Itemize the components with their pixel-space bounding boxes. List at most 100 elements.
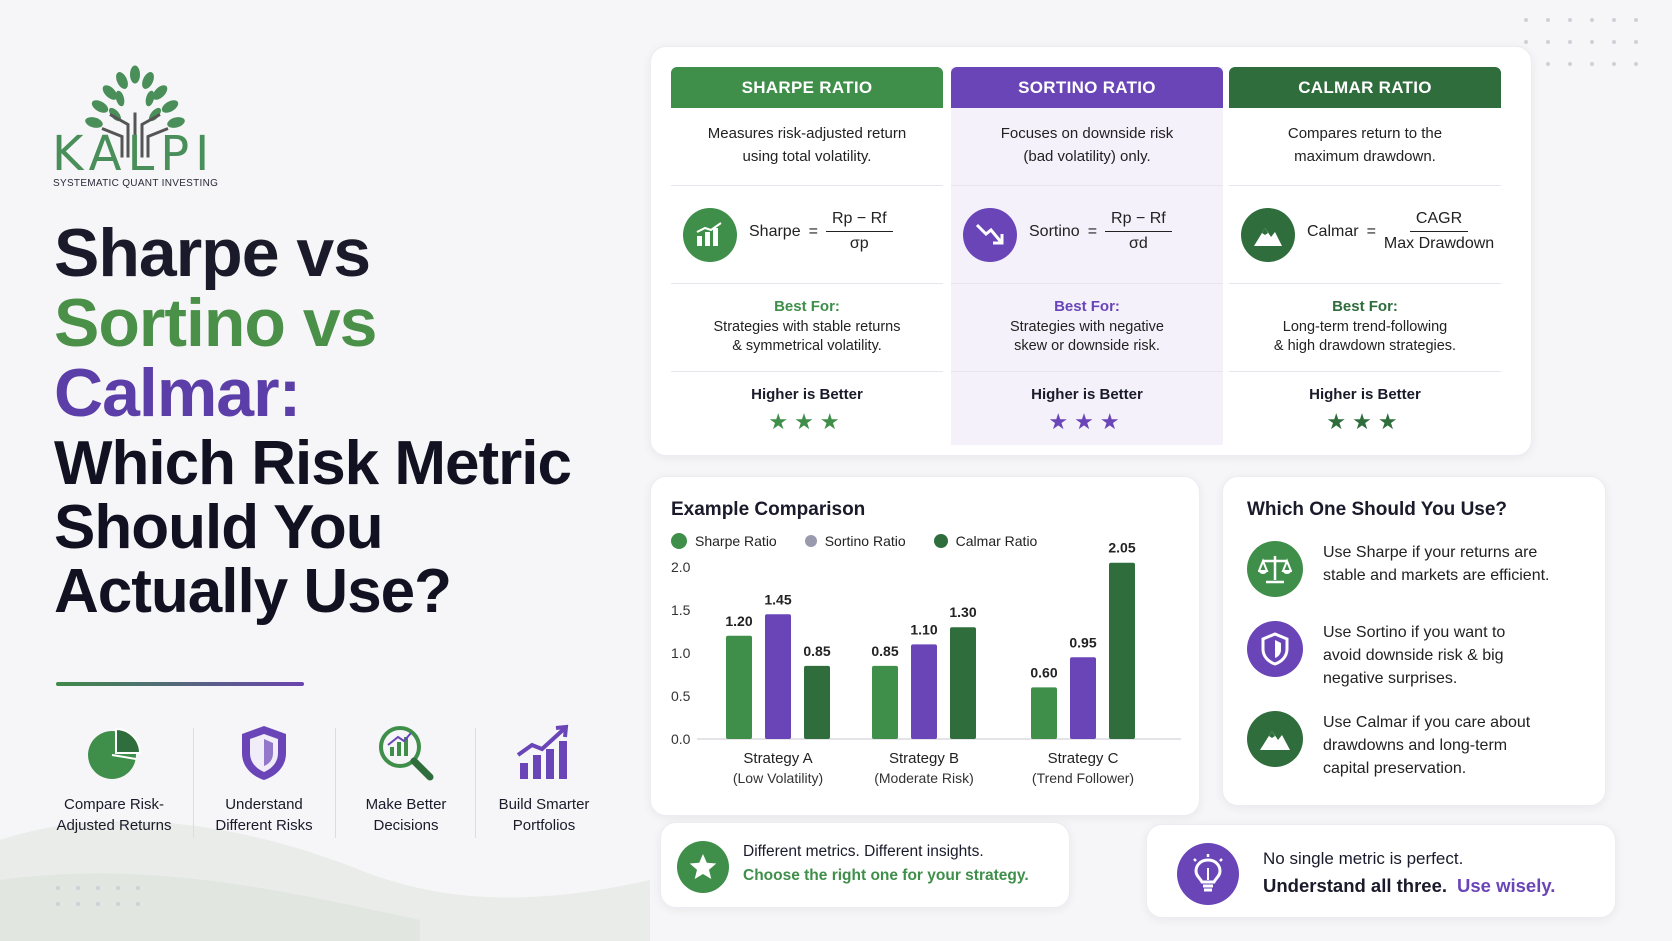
- bar: [950, 627, 976, 739]
- formula-row: Sortino = Rp − Rf σd: [951, 186, 1223, 284]
- formula-denominator: Max Drawdown: [1383, 235, 1495, 252]
- best-line: Strategies with stable returns: [713, 319, 901, 335]
- bar-value-label: 0.85: [803, 643, 830, 659]
- takeaway-line-2: Understand all three. Use wisely.: [1263, 875, 1555, 897]
- title-line-2: Sortino vs: [54, 285, 378, 361]
- shield-icon: [1247, 621, 1303, 677]
- formula-denominator: σp: [849, 235, 869, 252]
- best-line: Long-term trend-following: [1282, 319, 1448, 335]
- rec-line: negative surprises.: [1323, 670, 1458, 687]
- feature-build: Build Smarter Portfolios: [474, 722, 614, 836]
- calmar-column: CALMAR RATIO Compares return to the maxim…: [1229, 67, 1501, 445]
- best-for-label: Best For:: [774, 298, 840, 315]
- lightbulb-icon: [1177, 843, 1239, 905]
- recommendation-text: Use Sortino if you want to avoid downside…: [1323, 621, 1583, 690]
- takeaway-strong: Understand all three.: [1263, 875, 1448, 896]
- higher-better-label: Higher is Better: [1309, 386, 1421, 403]
- formula-eq: =: [1366, 222, 1376, 240]
- formula: Sortino = Rp − Rf σd: [1029, 210, 1172, 253]
- sharpe-column: SHARPE RATIO Measures risk-adjusted retu…: [671, 67, 943, 445]
- bar-chart-icon: [683, 208, 737, 262]
- feature-divider: [193, 728, 194, 838]
- title-line-5: Should You: [54, 493, 384, 562]
- legend-item: Sharpe Ratio: [671, 533, 777, 549]
- feature-label: Different Risks: [215, 817, 313, 834]
- recommendation-text: Use Sharpe if your returns are stable and…: [1323, 541, 1583, 587]
- desc-line: Measures risk-adjusted return: [707, 125, 907, 142]
- metrics-card: SHARPE RATIO Measures risk-adjusted retu…: [650, 46, 1532, 456]
- which-title: Which One Should You Use?: [1247, 499, 1508, 520]
- rating-stars: ★★★: [1048, 409, 1126, 434]
- best-line: Strategies with negative: [1010, 319, 1164, 335]
- shield-icon: [242, 726, 286, 780]
- title-line-3: Calmar:: [54, 355, 301, 431]
- recommendation-text: Use Calmar if you care about drawdowns an…: [1323, 711, 1583, 780]
- magnifier-chart-icon: [379, 726, 434, 781]
- takeaway-line-1: No single metric is perfect.: [1263, 849, 1464, 868]
- y-tick-label: 0.5: [671, 688, 691, 704]
- rec-line: drawdowns and long-term: [1323, 737, 1508, 754]
- decorative-dots-top: [1524, 18, 1638, 66]
- feature-label: Decisions: [373, 817, 439, 834]
- legend-item: Sortino Ratio: [804, 533, 906, 549]
- rec-line: Use Sortino if you want to: [1323, 624, 1506, 641]
- bar-value-label: 1.45: [764, 591, 791, 607]
- legend-swatch: [804, 535, 817, 547]
- logo-wordmark: KALPI: [52, 126, 216, 182]
- decorative-dots-bottom: [56, 886, 140, 906]
- recommendation-calmar: Use Calmar if you care about drawdowns an…: [1247, 711, 1583, 780]
- takeaway-accent: Use wisely.: [1457, 875, 1556, 896]
- star-badge-icon: [677, 841, 729, 893]
- feature-label: Portfolios: [512, 817, 576, 834]
- best-for: Best For: Strategies with negative skew o…: [951, 284, 1223, 372]
- higher-better: Higher is Better ★★★: [671, 372, 943, 435]
- rec-line: Use Calmar if you care about: [1323, 714, 1531, 731]
- x-category-label: Strategy B: [889, 750, 959, 767]
- feature-compare: Compare Risk- Adjusted Returns: [44, 722, 184, 836]
- y-tick-label: 0.0: [671, 731, 691, 747]
- bar-chart: 0.0 0.5 1.0 1.5 2.0 1.20 1.45 0.85 Strategy A (Lo…: [671, 540, 1181, 786]
- desc-line: Focuses on downside risk: [1000, 125, 1174, 142]
- formula-numerator: CAGR: [1409, 210, 1469, 232]
- formula: Calmar = CAGR Max Drawdown: [1307, 210, 1494, 253]
- bar-value-label: 1.20: [725, 613, 752, 629]
- rating-stars: ★★★: [1326, 409, 1404, 434]
- title-line-1: Sharpe vs: [54, 215, 371, 291]
- best-for: Best For: Strategies with stable returns…: [671, 284, 943, 372]
- x-category-sublabel: (Moderate Risk): [874, 770, 974, 786]
- legend-swatch: [671, 533, 687, 549]
- bar: [765, 614, 791, 739]
- mountain-icon: [1241, 208, 1295, 262]
- rec-line: stable and markets are efficient.: [1323, 567, 1550, 584]
- formula-numerator: Rp − Rf: [1105, 210, 1172, 232]
- growth-bars-icon: [516, 724, 569, 779]
- column-description: Compares return to the maximum drawdown.: [1229, 108, 1501, 186]
- formula-row: Calmar = CAGR Max Drawdown: [1229, 186, 1501, 284]
- legend-label: Calmar Ratio: [955, 533, 1038, 549]
- bar-value-label: 1.30: [949, 604, 976, 620]
- feature-label: Build Smarter: [498, 796, 590, 813]
- feature-divider: [475, 728, 476, 838]
- feature-label: Make Better: [365, 796, 447, 813]
- y-tick-label: 1.5: [671, 602, 691, 618]
- best-line: skew or downside risk.: [1014, 338, 1160, 354]
- chart-legend: Sharpe Ratio Sortino Ratio Calmar Ratio: [671, 533, 1037, 549]
- rating-stars: ★★★: [768, 409, 846, 434]
- formula-name: Sortino: [1029, 222, 1080, 240]
- x-category-label: Strategy A: [743, 750, 812, 767]
- bar: [804, 665, 830, 739]
- desc-line: using total volatility.: [742, 148, 872, 165]
- best-for-label: Best For:: [1054, 298, 1120, 315]
- feature-label: Compare Risk-: [63, 796, 165, 813]
- feature-label: Understand: [225, 796, 303, 813]
- mountain-icon: [1247, 711, 1303, 767]
- bar: [726, 635, 752, 739]
- example-title: Example Comparison: [671, 499, 866, 520]
- trend-down-icon: [963, 208, 1017, 262]
- higher-better: Higher is Better ★★★: [1229, 372, 1501, 435]
- title-line-4: Which Risk Metric: [54, 429, 572, 498]
- formula: Sharpe = Rp − Rf σp: [749, 210, 893, 253]
- pie-chart-icon: [88, 727, 142, 779]
- feature-divider: [335, 728, 336, 838]
- bar: [911, 644, 937, 739]
